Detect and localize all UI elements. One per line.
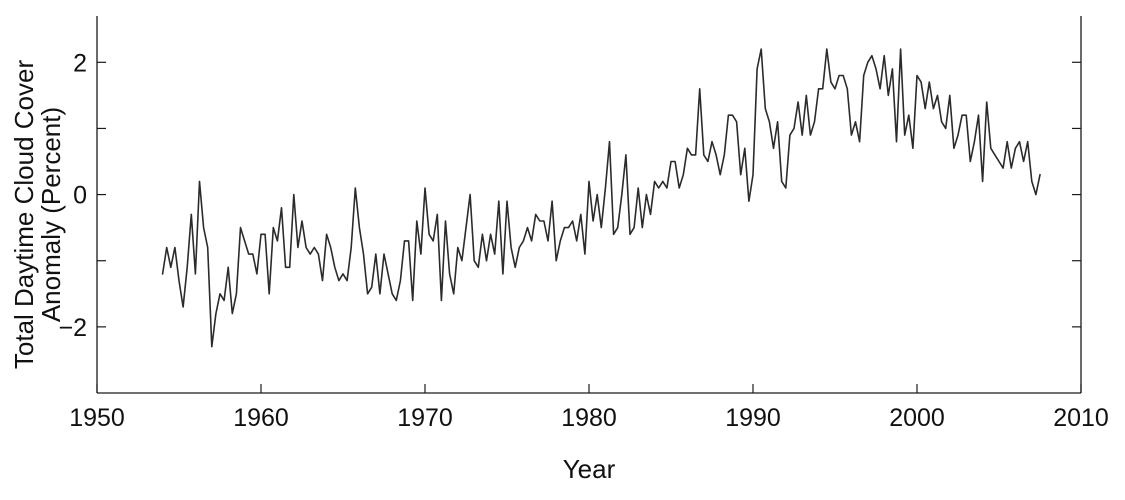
y-tick-label: 0 — [73, 182, 87, 210]
x-tick-label: 1950 — [69, 404, 125, 432]
y-axis-title-line-2: Anomaly (Percent) — [36, 107, 66, 322]
x-tick-label: 2000 — [889, 404, 945, 432]
x-tick-label: 2010 — [1053, 404, 1109, 432]
axes — [96, 16, 1082, 394]
x-tick-label: 1970 — [397, 404, 453, 432]
y-tick-label: −2 — [58, 314, 87, 342]
series-line-0 — [161, 48, 1041, 348]
x-tick-label: 1990 — [725, 404, 781, 432]
series — [161, 48, 1041, 348]
y-axis-title-line-1: Total Daytime Cloud Cover — [9, 60, 39, 370]
ticks: 1950 1960 1970 1980 1990 2000 2010 −2 0 2 — [58, 49, 1108, 432]
x-axis-title: Year — [563, 454, 616, 484]
x-tick-label: 1960 — [233, 404, 289, 432]
x-tick-label: 1980 — [561, 404, 617, 432]
y-tick-label: 2 — [73, 49, 87, 77]
